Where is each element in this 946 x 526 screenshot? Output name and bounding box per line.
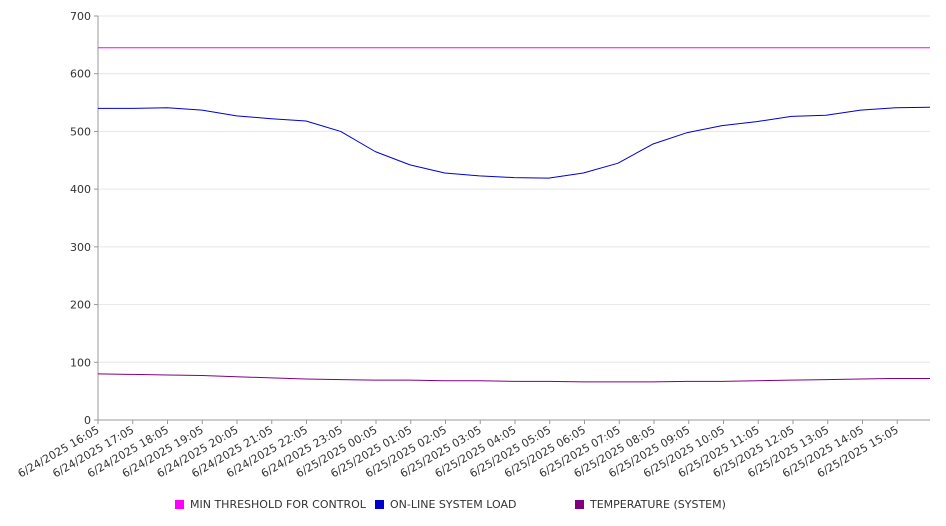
y-tick-label: 300	[70, 241, 91, 254]
y-tick-label: 700	[70, 10, 91, 23]
y-tick-label: 200	[70, 299, 91, 312]
series-lines	[97, 47, 931, 383]
legend-label-system-load: ON-LINE SYSTEM LOAD	[390, 498, 517, 511]
legend-item-system-load[interactable]: ON-LINE SYSTEM LOAD	[375, 498, 516, 511]
y-tick-label: 500	[70, 125, 91, 138]
y-tick-label: 100	[70, 356, 91, 369]
series-line-2	[97, 373, 930, 383]
legend-label-temperature: TEMPERATURE (SYSTEM)	[590, 498, 726, 511]
legend-item-temperature[interactable]: TEMPERATURE (SYSTEM)	[575, 498, 726, 511]
legend-swatch-threshold	[175, 500, 184, 509]
y-tick-label: 600	[70, 68, 91, 81]
legend-swatch-system-load	[375, 500, 384, 509]
legend: MIN THRESHOLD FOR CONTROL ON-LINE SYSTEM…	[0, 498, 946, 514]
legend-swatch-temperature	[575, 500, 584, 509]
y-tick-label: 0	[84, 414, 91, 427]
legend-label-threshold: MIN THRESHOLD FOR CONTROL	[190, 498, 366, 511]
x-tick-labels: 6/24/2025 16:056/24/2025 17:056/24/2025 …	[16, 423, 901, 480]
y-tick-label: 400	[70, 183, 91, 196]
legend-item-threshold[interactable]: MIN THRESHOLD FOR CONTROL	[175, 498, 366, 511]
y-tick-labels: 0 100 200 300 400 500 600 700	[70, 10, 91, 427]
axes	[94, 15, 930, 424]
gridlines	[98, 15, 930, 363]
series-line-1	[98, 106, 931, 179]
